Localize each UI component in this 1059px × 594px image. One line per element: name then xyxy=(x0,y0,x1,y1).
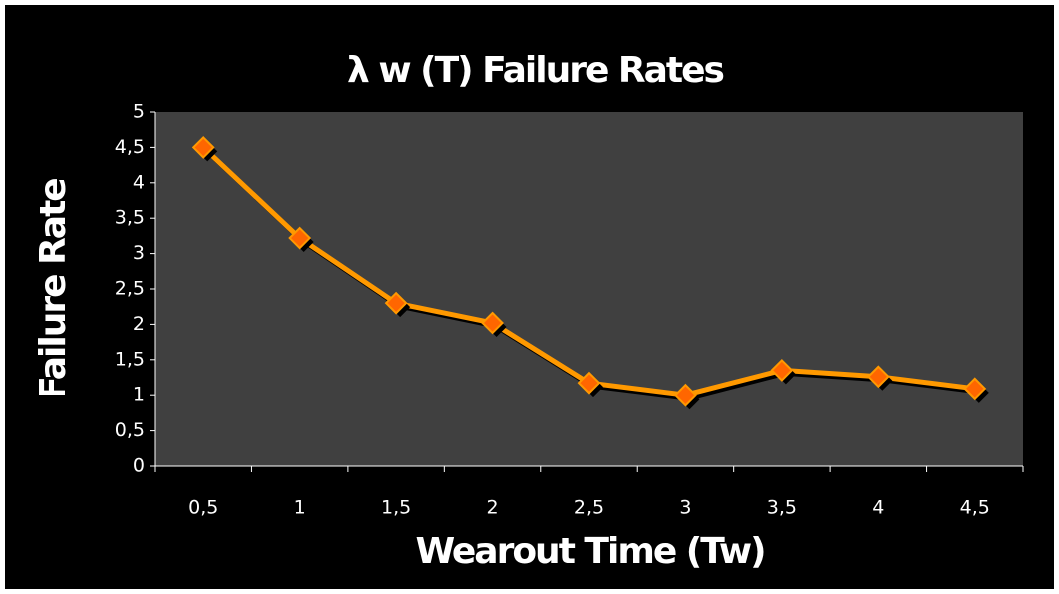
y-tick-label: 4 xyxy=(133,171,145,193)
x-tick-label: 0,5 xyxy=(188,497,218,519)
chart-title: λ w (T) Failure Rates xyxy=(347,50,724,91)
y-tick-label: 1,5 xyxy=(115,348,145,370)
marker xyxy=(481,311,504,335)
marker xyxy=(577,371,601,395)
x-tick-label: 4 xyxy=(872,497,884,519)
y-tick-label: 3 xyxy=(133,242,145,264)
marker xyxy=(191,135,215,159)
marker xyxy=(770,359,794,382)
x-axis-title: Wearout Time (Tw) xyxy=(415,531,764,572)
marker xyxy=(674,383,697,407)
x-tick-label: 4,5 xyxy=(960,497,990,519)
y-axis-title-group: Failure Rate xyxy=(33,179,74,401)
y-tick-label: 2 xyxy=(133,313,145,335)
y-tick-label: 3,5 xyxy=(115,207,145,229)
x-tick-label: 1,5 xyxy=(381,497,411,519)
plot-area xyxy=(155,112,1023,466)
y-tick-label: 1 xyxy=(133,384,145,406)
y-tick-label: 4,5 xyxy=(115,136,145,158)
marker xyxy=(963,377,987,401)
y-tick-label: 0,5 xyxy=(115,419,145,441)
marker xyxy=(384,291,408,315)
x-tick-label: 1 xyxy=(294,497,306,519)
x-tick-label: 3 xyxy=(679,497,691,519)
x-tick-label: 3,5 xyxy=(767,497,797,519)
y-axis-title: Failure Rate xyxy=(33,179,74,401)
marker xyxy=(288,226,312,250)
x-tick-label: 2,5 xyxy=(574,497,604,519)
y-tick-label: 5 xyxy=(133,101,145,123)
x-tick-label: 2 xyxy=(487,497,499,519)
marker xyxy=(866,365,890,389)
y-tick-label: 2,5 xyxy=(115,278,145,300)
y-tick-label: 0 xyxy=(133,455,145,477)
